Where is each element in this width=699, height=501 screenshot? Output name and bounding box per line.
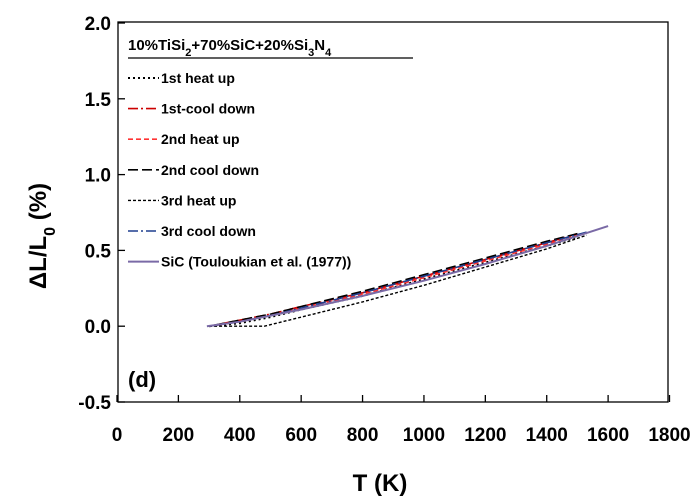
legend-item: 2nd cool down (128, 162, 259, 178)
y-tick-label: 1.0 (85, 166, 111, 187)
x-tick-label: 1400 (526, 425, 568, 446)
legend-label: 1st-cool down (161, 101, 255, 117)
legend: 10%TiSi2+70%SiC+20%Si3N4 1st heat up 1st-c… (128, 37, 413, 270)
x-tick-label: 1800 (648, 425, 690, 446)
legend-item: 3rd cool down (128, 223, 256, 239)
y-tick-label: 2.0 (85, 14, 111, 35)
legend-item: 1st-cool down (128, 101, 255, 117)
x-tick-label: 0 (112, 425, 123, 446)
panel-label: (d) (128, 367, 156, 392)
series-line-4 (208, 232, 578, 327)
x-tick-label: 600 (285, 425, 317, 446)
legend-item: 1st heat up (128, 70, 235, 86)
legend-label: 3rd cool down (161, 223, 256, 239)
legend-label: 3rd heat up (161, 192, 236, 208)
legend-item: 3rd heat up (128, 192, 236, 208)
x-tick-label: 1600 (587, 425, 629, 446)
plot-area (117, 21, 669, 403)
legend-label: 2nd cool down (161, 162, 259, 178)
legend-label: SiC (Touloukian et al. (1977)) (161, 254, 351, 270)
y-axis-label: ΔL/L0 (%) (25, 183, 59, 289)
x-tick-label: 400 (224, 425, 256, 446)
legend-label: 2nd heat up (161, 131, 240, 147)
y-tick-label: 1.5 (85, 90, 112, 111)
x-tick-label: 1200 (464, 425, 506, 446)
y-tick-label: 0.0 (85, 317, 111, 338)
x-tick-label: 800 (347, 425, 379, 446)
y-tick-label: -0.5 (78, 393, 111, 414)
x-tick-label: 1000 (403, 425, 445, 446)
x-axis: 0 200 400 600 800 1000 1200 1400 1600 1800 (112, 395, 691, 446)
legend-item: SiC (Touloukian et al. (1977)) (128, 254, 351, 270)
x-tick-label: 200 (163, 425, 195, 446)
legend-item: 2nd heat up (128, 131, 240, 147)
series-layer (206, 225, 609, 328)
legend-title: 10%TiSi2+70%SiC+20%Si3N4 (128, 37, 332, 59)
legend-label: 1st heat up (161, 70, 235, 86)
plot-border (117, 21, 669, 403)
y-tick-label: 0.5 (85, 241, 112, 262)
series-line-7 (206, 225, 609, 328)
series-line-5 (209, 234, 587, 327)
x-axis-label: T (K) (353, 470, 408, 497)
y-axis: -0.5 0.0 0.5 1.0 1.5 2.0 (78, 14, 125, 414)
